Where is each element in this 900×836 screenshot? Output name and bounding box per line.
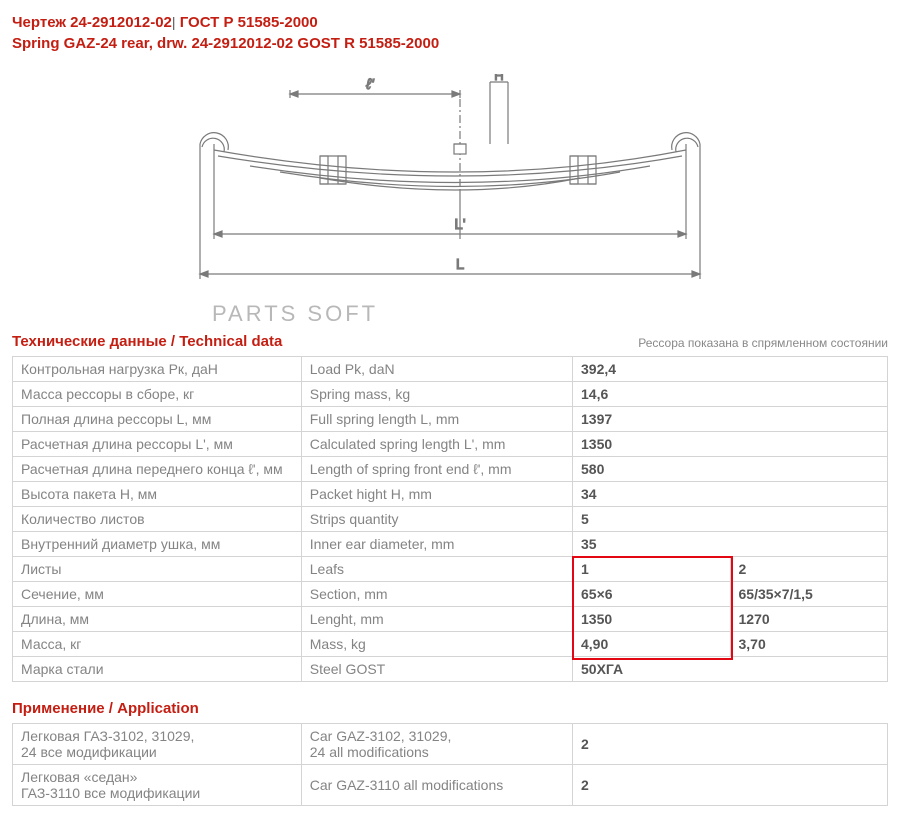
table-row: Расчетная длина переднего конца ℓ', ммLe…: [13, 457, 888, 482]
page-header: Чертеж 24-2912012-02| ГОСТ Р 51585-2000 …: [12, 12, 888, 54]
table-row: Контрольная нагрузка Рк, даНLoad Pk, daN…: [13, 357, 888, 382]
cell-value: 392,4: [573, 357, 888, 382]
table-row: Полная длина рессоры L, ммFull spring le…: [13, 407, 888, 432]
table-row: Внутренний диаметр ушка, ммInner ear dia…: [13, 532, 888, 557]
cell-value-2: 65/35×7/1,5: [730, 582, 888, 607]
cell-ru: Высота пакета Н, мм: [13, 482, 302, 507]
cell-en: Car GAZ-3102, 31029,24 all modifications: [301, 724, 572, 765]
cell-en: Spring mass, kg: [301, 382, 572, 407]
cell-en: Section, mm: [301, 582, 572, 607]
cell-value: 34: [573, 482, 888, 507]
cell-ru: Легковая «седан»ГАЗ-3110 все модификации: [13, 765, 302, 806]
header-line-1a: Чертеж 24-2912012-02: [12, 14, 172, 31]
cell-en: Length of spring front end ℓ', mm: [301, 457, 572, 482]
table-row: ЛистыLeafs12: [13, 557, 888, 582]
table-row: Высота пакета Н, ммPacket hight H, mm34: [13, 482, 888, 507]
cell-value-2: 1270: [730, 607, 888, 632]
cell-value: 1397: [573, 407, 888, 432]
cell-en: Leafs: [301, 557, 572, 582]
table-row: Легковая «седан»ГАЗ-3110 все модификации…: [13, 765, 888, 806]
table-row: Сечение, ммSection, mm65×665/35×7/1,5: [13, 582, 888, 607]
tech-section-title: Технические данные / Technical data: [12, 333, 282, 350]
cell-ru: Масса, кг: [13, 632, 302, 657]
header-line-1b: ГОСТ Р 51585-2000: [176, 14, 318, 31]
cell-value-1: 1: [573, 557, 731, 582]
cell-ru: Расчетная длина переднего конца ℓ', мм: [13, 457, 302, 482]
cell-ru: Сечение, мм: [13, 582, 302, 607]
tech-table-container: Контрольная нагрузка Рк, даНLoad Pk, daN…: [12, 356, 888, 682]
cell-value-2: 3,70: [730, 632, 888, 657]
table-row: Масса, кгMass, kg4,903,70: [13, 632, 888, 657]
cell-ru: Легковая ГАЗ-3102, 31029,24 все модифика…: [13, 724, 302, 765]
table-row: Длина, ммLenght, mm13501270: [13, 607, 888, 632]
svg-text:H: H: [494, 74, 503, 83]
cell-en: Packet hight H, mm: [301, 482, 572, 507]
cell-en: Mass, kg: [301, 632, 572, 657]
watermark-text: PARTS SOFT: [212, 301, 888, 327]
cell-ru: Листы: [13, 557, 302, 582]
cell-value-1: 1350: [573, 607, 731, 632]
cell-value-1: 65×6: [573, 582, 731, 607]
cell-value: 2: [573, 765, 888, 806]
tech-section-header: Технические данные / Technical data Ресс…: [12, 333, 888, 350]
cell-en: Steel GOST: [301, 657, 572, 682]
table-row: Масса рессоры в сборе, кгSpring mass, kg…: [13, 382, 888, 407]
cell-en: Inner ear diameter, mm: [301, 532, 572, 557]
cell-value-2: 2: [730, 557, 888, 582]
cell-value: 2: [573, 724, 888, 765]
cell-value: 35: [573, 532, 888, 557]
table-row: Количество листовStrips quantity5: [13, 507, 888, 532]
header-line-2: Spring GAZ-24 rear, drw. 24-2912012-02 G…: [12, 35, 439, 52]
svg-text:L: L: [456, 256, 464, 273]
table-row: Расчетная длина рессоры L', ммCalculated…: [13, 432, 888, 457]
table-row: Марка сталиSteel GOST50ХГА: [13, 657, 888, 682]
cell-ru: Количество листов: [13, 507, 302, 532]
cell-ru: Длина, мм: [13, 607, 302, 632]
cell-value: 5: [573, 507, 888, 532]
cell-en: Full spring length L, mm: [301, 407, 572, 432]
cell-value-1: 4,90: [573, 632, 731, 657]
app-section-header: Применение / Application: [12, 700, 888, 717]
application-table: Легковая ГАЗ-3102, 31029,24 все модифика…: [12, 723, 888, 806]
cell-value: 50ХГА: [573, 657, 888, 682]
cell-ru: Внутренний диаметр ушка, мм: [13, 532, 302, 557]
spring-diagram: ℓ' H: [12, 74, 888, 297]
cell-en: Strips quantity: [301, 507, 572, 532]
table-row: Легковая ГАЗ-3102, 31029,24 все модифика…: [13, 724, 888, 765]
cell-en: Calculated spring length L', mm: [301, 432, 572, 457]
cell-value: 1350: [573, 432, 888, 457]
technical-data-table: Контрольная нагрузка Рк, даНLoad Pk, daN…: [12, 356, 888, 682]
app-section-title: Применение / Application: [12, 700, 199, 717]
cell-value: 14,6: [573, 382, 888, 407]
tech-section-note: Рессора показана в спрямленном состоянии: [638, 336, 888, 350]
cell-value: 580: [573, 457, 888, 482]
cell-en: Car GAZ-3110 all modifications: [301, 765, 572, 806]
cell-ru: Марка стали: [13, 657, 302, 682]
cell-ru: Масса рессоры в сборе, кг: [13, 382, 302, 407]
cell-ru: Расчетная длина рессоры L', мм: [13, 432, 302, 457]
cell-ru: Полная длина рессоры L, мм: [13, 407, 302, 432]
cell-en: Lenght, mm: [301, 607, 572, 632]
cell-en: Load Pk, daN: [301, 357, 572, 382]
cell-ru: Контрольная нагрузка Рк, даН: [13, 357, 302, 382]
svg-text:ℓ': ℓ': [365, 76, 375, 93]
svg-text:L': L': [454, 216, 465, 233]
